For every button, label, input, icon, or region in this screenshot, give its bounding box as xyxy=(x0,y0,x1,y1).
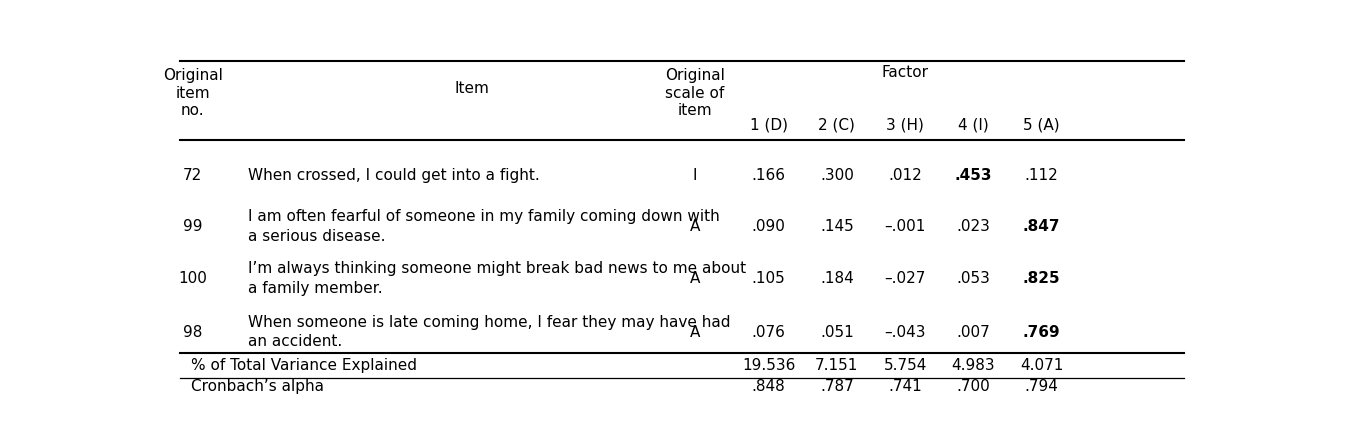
Text: 4.983: 4.983 xyxy=(952,358,995,373)
Text: 100: 100 xyxy=(178,271,207,286)
Text: When crossed, I could get into a fight.: When crossed, I could get into a fight. xyxy=(248,168,540,183)
Text: Item: Item xyxy=(454,81,490,96)
Text: % of Total Variance Explained: % of Total Variance Explained xyxy=(190,358,416,373)
Text: 98: 98 xyxy=(183,325,202,340)
Text: I’m always thinking someone might break bad news to me about
a family member.: I’m always thinking someone might break … xyxy=(248,262,746,296)
Text: .453: .453 xyxy=(955,168,993,183)
Text: 2 (C): 2 (C) xyxy=(819,117,856,132)
Text: .847: .847 xyxy=(1022,219,1060,234)
Text: 1 (D): 1 (D) xyxy=(750,117,788,132)
Text: .848: .848 xyxy=(751,379,785,394)
Text: –.027: –.027 xyxy=(884,271,926,286)
Text: .825: .825 xyxy=(1022,271,1060,286)
Text: Cronbach’s alpha: Cronbach’s alpha xyxy=(190,379,324,394)
Text: .051: .051 xyxy=(820,325,854,340)
Text: I am often fearful of someone in my family coming down with
a serious disease.: I am often fearful of someone in my fami… xyxy=(248,209,720,243)
Text: .090: .090 xyxy=(751,219,785,234)
Text: 3 (H): 3 (H) xyxy=(887,117,923,132)
Text: I: I xyxy=(693,168,697,183)
Text: .112: .112 xyxy=(1025,168,1059,183)
Text: .023: .023 xyxy=(956,219,990,234)
Text: –.001: –.001 xyxy=(884,219,926,234)
Text: 19.536: 19.536 xyxy=(742,358,795,373)
Text: .700: .700 xyxy=(956,379,990,394)
Text: .105: .105 xyxy=(751,271,785,286)
Text: 72: 72 xyxy=(183,168,202,183)
Text: Factor: Factor xyxy=(881,65,929,80)
Text: .145: .145 xyxy=(820,219,854,234)
Text: .007: .007 xyxy=(956,325,990,340)
Text: –.043: –.043 xyxy=(884,325,926,340)
Text: 5.754: 5.754 xyxy=(884,358,926,373)
Text: .076: .076 xyxy=(751,325,785,340)
Text: 4.071: 4.071 xyxy=(1020,358,1063,373)
Text: .184: .184 xyxy=(820,271,854,286)
Text: 7.151: 7.151 xyxy=(815,358,858,373)
Text: A: A xyxy=(690,325,700,340)
Text: 99: 99 xyxy=(183,219,202,234)
Text: .794: .794 xyxy=(1025,379,1059,394)
Text: 4 (I): 4 (I) xyxy=(959,117,989,132)
Text: .787: .787 xyxy=(820,379,854,394)
Text: .769: .769 xyxy=(1022,325,1060,340)
Text: A: A xyxy=(690,219,700,234)
Text: .012: .012 xyxy=(888,168,922,183)
Text: Original
scale of
item: Original scale of item xyxy=(664,68,725,118)
Text: .053: .053 xyxy=(956,271,990,286)
Text: 5 (A): 5 (A) xyxy=(1024,117,1060,132)
Text: A: A xyxy=(690,271,700,286)
Text: .741: .741 xyxy=(888,379,922,394)
Text: Original
item
no.: Original item no. xyxy=(163,68,222,118)
Text: .166: .166 xyxy=(751,168,785,183)
Text: When someone is late coming home, I fear they may have had
an accident.: When someone is late coming home, I fear… xyxy=(248,314,731,349)
Text: .300: .300 xyxy=(820,168,854,183)
